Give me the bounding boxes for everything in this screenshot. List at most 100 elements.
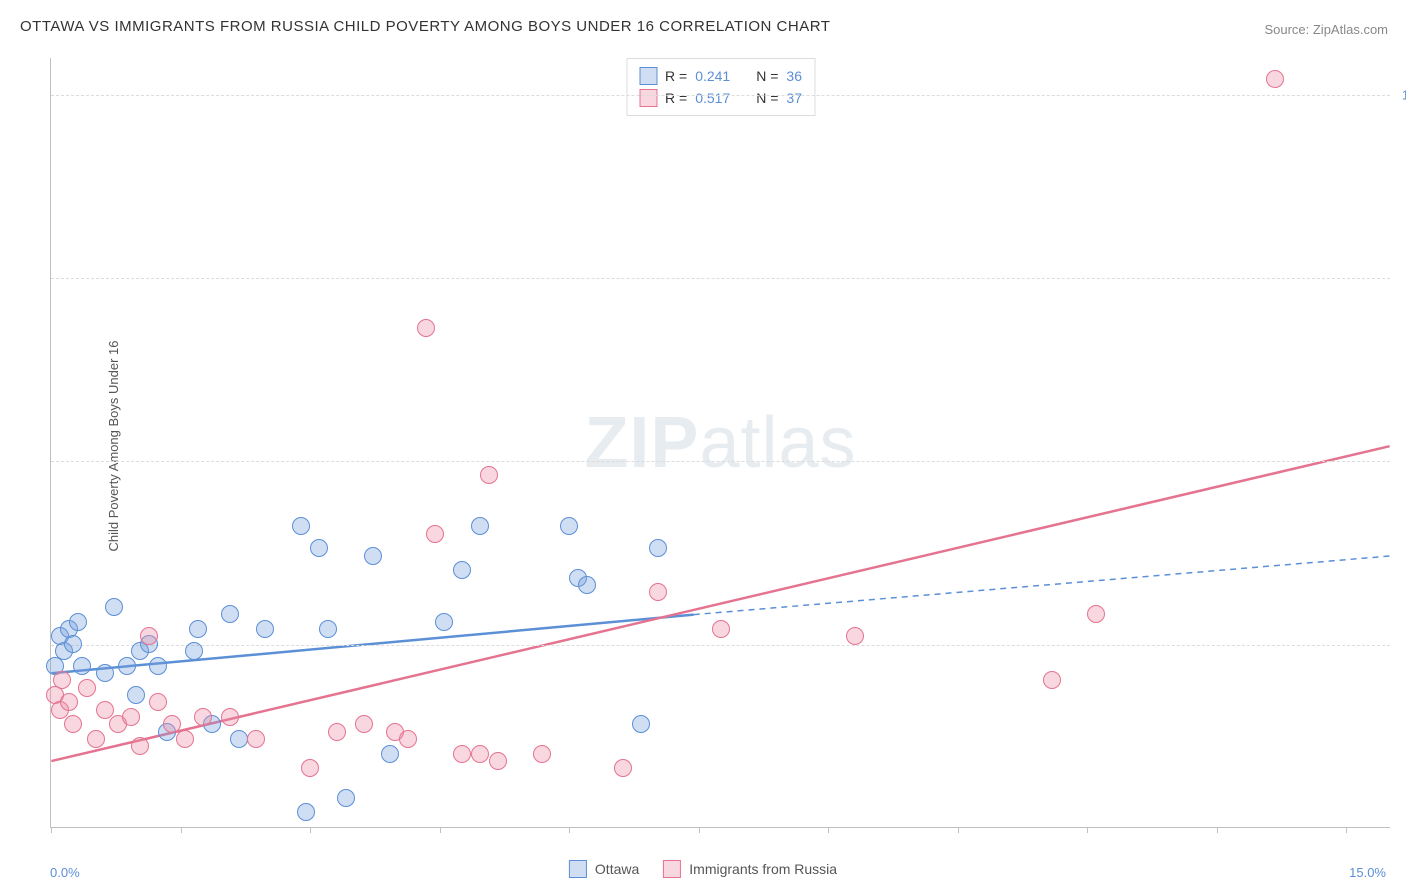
scatter-point [426,525,444,543]
scatter-point [632,715,650,733]
scatter-point [1266,70,1284,88]
x-tick [828,827,829,833]
scatter-point [131,737,149,755]
x-tick [310,827,311,833]
legend-swatch-blue [639,67,657,85]
r-value: 0.517 [695,90,730,106]
scatter-point [471,517,489,535]
stats-legend: R = 0.241 N = 36 R = 0.517 N = 37 [626,58,815,116]
scatter-point [337,789,355,807]
legend-swatch-pink [663,860,681,878]
n-value: 37 [786,90,802,106]
source-label: Source: ZipAtlas.com [1264,22,1388,37]
legend-label: Immigrants from Russia [689,861,837,877]
scatter-point [292,517,310,535]
scatter-point [560,517,578,535]
bottom-legend: Ottawa Immigrants from Russia [569,860,837,878]
scatter-point [712,620,730,638]
legend-item: Immigrants from Russia [663,860,837,878]
scatter-point [435,613,453,631]
x-axis-min-label: 0.0% [50,865,80,880]
scatter-point [87,730,105,748]
x-tick [1217,827,1218,833]
scatter-point [221,605,239,623]
scatter-point [69,613,87,631]
x-tick [958,827,959,833]
x-tick [569,827,570,833]
gridline [51,645,1390,646]
x-tick [440,827,441,833]
n-label: N = [756,68,778,84]
n-label: N = [756,90,778,106]
scatter-point [73,657,91,675]
gridline [51,461,1390,462]
scatter-point [149,657,167,675]
scatter-point [194,708,212,726]
scatter-point [64,635,82,653]
scatter-point [471,745,489,763]
scatter-point [453,561,471,579]
scatter-point [140,627,158,645]
scatter-point [1087,605,1105,623]
plot-area: ZIPatlas R = 0.241 N = 36 R = 0.517 N = … [50,58,1390,828]
scatter-point [118,657,136,675]
scatter-point [60,693,78,711]
scatter-point [163,715,181,733]
legend-swatch-pink [639,89,657,107]
scatter-point [533,745,551,763]
scatter-point [364,547,382,565]
scatter-point [846,627,864,645]
x-axis-max-label: 15.0% [1349,865,1386,880]
trendline [51,446,1389,761]
x-tick [699,827,700,833]
scatter-point [319,620,337,638]
r-label: R = [665,90,687,106]
scatter-point [96,664,114,682]
scatter-point [149,693,167,711]
scatter-point [489,752,507,770]
gridline [51,95,1390,96]
scatter-point [127,686,145,704]
trendlines-layer [51,58,1390,827]
x-tick [1087,827,1088,833]
legend-item: Ottawa [569,860,639,878]
scatter-point [230,730,248,748]
scatter-point [53,671,71,689]
scatter-point [480,466,498,484]
y-tick-label: 100.0% [1402,87,1406,102]
scatter-point [649,539,667,557]
chart-title: OTTAWA VS IMMIGRANTS FROM RUSSIA CHILD P… [20,18,830,35]
scatter-point [614,759,632,777]
r-value: 0.241 [695,68,730,84]
gridline [51,278,1390,279]
correlation-chart: OTTAWA VS IMMIGRANTS FROM RUSSIA CHILD P… [0,0,1406,892]
scatter-point [185,642,203,660]
legend-swatch-blue [569,860,587,878]
scatter-point [453,745,471,763]
legend-label: Ottawa [595,861,639,877]
scatter-point [301,759,319,777]
stats-row: R = 0.517 N = 37 [639,87,802,109]
scatter-point [221,708,239,726]
trendline [694,556,1390,615]
scatter-point [297,803,315,821]
scatter-point [256,620,274,638]
scatter-point [381,745,399,763]
scatter-point [96,701,114,719]
scatter-point [64,715,82,733]
watermark: ZIPatlas [584,402,856,484]
stats-row: R = 0.241 N = 36 [639,65,802,87]
scatter-point [328,723,346,741]
scatter-point [578,576,596,594]
scatter-point [247,730,265,748]
scatter-point [417,319,435,337]
x-tick [51,827,52,833]
scatter-point [399,730,417,748]
scatter-point [189,620,207,638]
scatter-point [310,539,328,557]
r-label: R = [665,68,687,84]
scatter-point [1043,671,1061,689]
scatter-point [122,708,140,726]
scatter-point [105,598,123,616]
scatter-point [176,730,194,748]
